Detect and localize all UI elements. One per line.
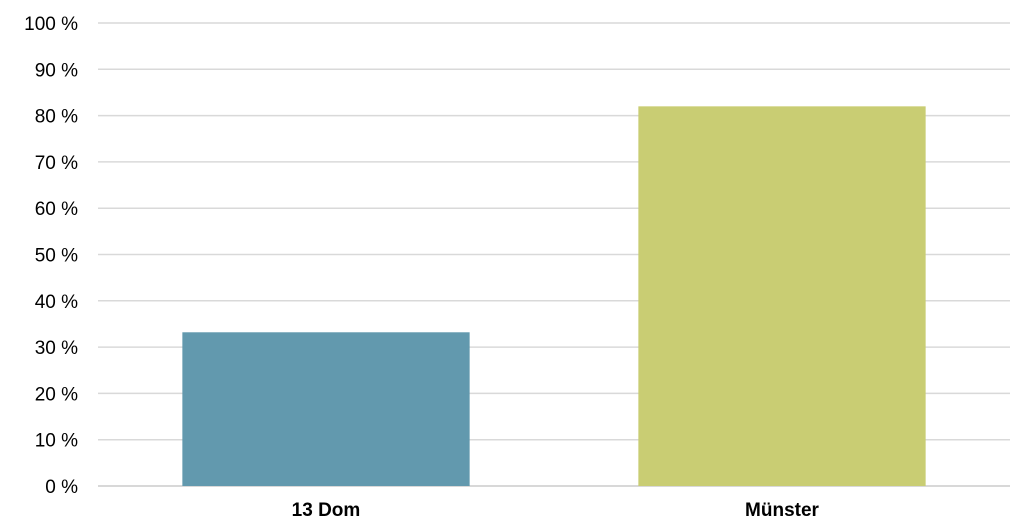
y-tick-label: 30 % [35, 338, 78, 359]
bar [638, 106, 926, 486]
x-category-label: 13 Dom [292, 500, 361, 521]
x-axis-category-labels: 13 Dom Münster [292, 500, 820, 521]
y-axis-tick-labels: 0 % 10 % 20 % 30 % 40 % 50 % 60 % 70 % 80 % 90 % 1… [24, 14, 78, 498]
bars [182, 106, 926, 486]
y-tick-label: 10 % [35, 431, 78, 452]
y-tick-label: 40 % [35, 292, 78, 313]
y-tick-label: 20 % [35, 384, 78, 405]
y-tick-label: 50 % [35, 246, 78, 267]
y-tick-label: 90 % [35, 60, 78, 81]
y-tick-label: 80 % [35, 107, 78, 128]
y-tick-label: 0 % [45, 477, 78, 498]
y-tick-label: 60 % [35, 199, 78, 220]
bar [182, 332, 470, 486]
y-tick-label: 100 % [24, 14, 78, 35]
x-category-label: Münster [745, 500, 820, 521]
y-tick-label: 70 % [35, 153, 78, 174]
